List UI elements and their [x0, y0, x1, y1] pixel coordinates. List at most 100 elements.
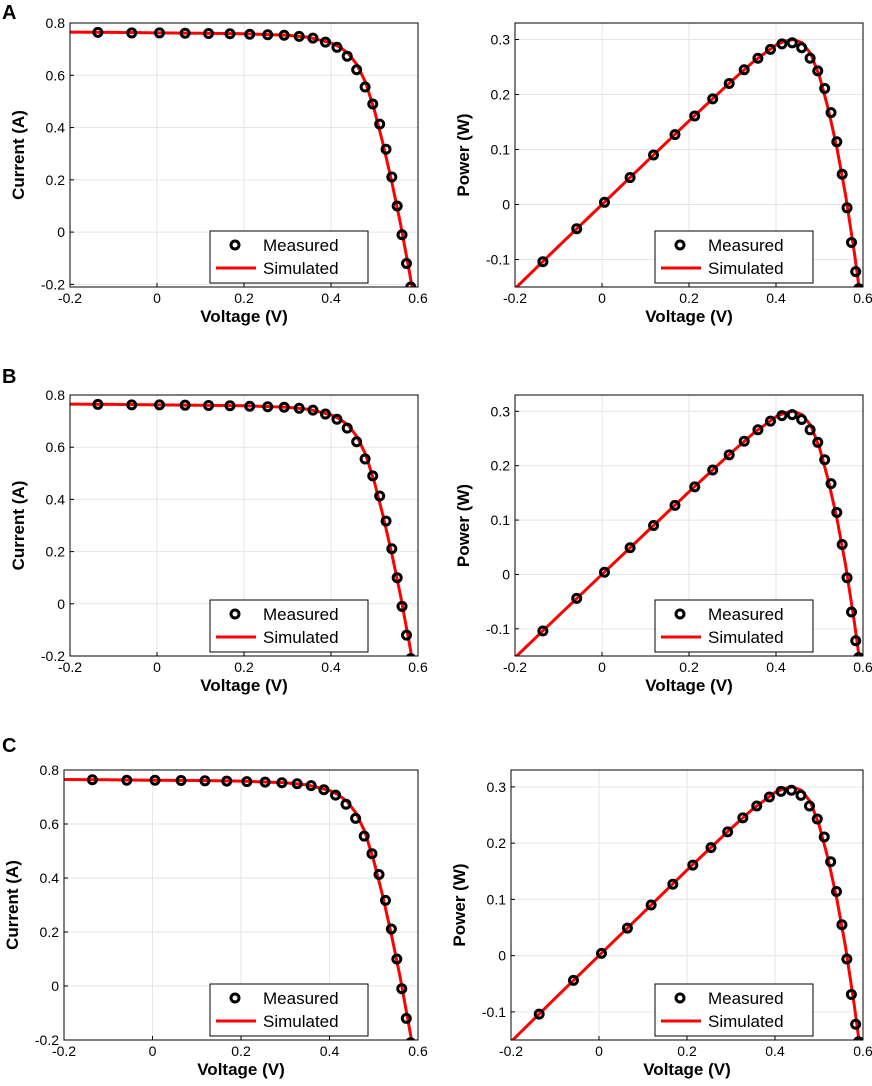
- chart-b-pv-measured-point-22: [846, 606, 858, 618]
- chart-a-pv-legend: Measured Simulated: [654, 230, 814, 284]
- chart-b-pv-measured-point-10: [752, 424, 764, 436]
- chart-c-pv-measured-point-20: [836, 919, 848, 931]
- chart-b-iv-measured-point-23: [405, 653, 416, 656]
- chart-b-iv-measured-point-19: [386, 543, 398, 555]
- chart-c-pv-measured-point-2: [596, 947, 608, 959]
- chart-c-pv: -0.2 0 0.2 0.4 0.6 -0.1 0 0.1 0.2 0.3 Voltage (V) P…: [450, 769, 872, 1079]
- chart-c-pv-measured-point-16: [811, 813, 823, 825]
- chart-c-iv-xtick-label-3: 0.4: [320, 1043, 340, 1059]
- chart-c-iv-legend-simulated-label: Simulated: [263, 1012, 339, 1031]
- chart-c-pv-legend-measured-label: Measured: [708, 989, 784, 1008]
- chart-a-pv-measured-point-15: [804, 52, 816, 64]
- chart-b-pv-xtick-label-3: 0.4: [766, 659, 786, 675]
- chart-b-pv-measured-point-16: [812, 436, 824, 448]
- chart-c-pv-measured-point-12: [775, 785, 787, 797]
- chart-a-iv-ytick-label-2: 0.2: [46, 172, 66, 188]
- chart-c-pv-measured-point-6: [687, 859, 699, 871]
- chart-a-iv-measured-point-14: [351, 64, 363, 76]
- chart-b-pv-measured-point-5: [669, 499, 681, 511]
- chart-a-iv-measured-point-21: [396, 229, 408, 241]
- chart-a-iv-legend: Measured Simulated: [209, 230, 369, 284]
- chart-b-iv: -0.2 0 0.2 0.4 0.6 -0.2 0 0.2 0.4 0.6 0.8 Voltage (…: [9, 387, 428, 695]
- chart-b-iv-measured-point-10: [307, 404, 319, 416]
- chart-b-pv-measured-point-18: [825, 478, 837, 490]
- chart-c-iv-measured-point-20: [391, 953, 403, 965]
- chart-a-pv-measured-point-18: [825, 107, 837, 119]
- chart-b-pv-xtick-label-0: -0.2: [503, 659, 527, 675]
- chart-c-pv-measured-point-11: [763, 791, 775, 803]
- chart-b-iv-measured-point-17: [374, 490, 386, 502]
- chart-b-pv-xlabel: Voltage (V): [645, 676, 733, 695]
- chart-b-pv-legend-measured-label: Measured: [708, 605, 784, 624]
- chart-a-iv-ytick-label-4: 0.6: [46, 67, 66, 83]
- chart-a-iv-measured-point-2: [153, 27, 165, 39]
- chart-a-pv-measured-point-20: [836, 168, 848, 180]
- chart-b-iv-xlabel: Voltage (V): [200, 676, 288, 695]
- chart-b-pv-xtick-label-2: 0.2: [679, 659, 699, 675]
- chart-b-iv-ytick-label-0: -0.2: [41, 648, 65, 664]
- chart-c-iv-measured-point-0: [86, 774, 98, 786]
- chart-b-pv-measured-point-21: [841, 572, 853, 584]
- chart-b-pv-measured-point-12: [776, 410, 788, 422]
- chart-a-pv-measured-point-24: [853, 283, 863, 287]
- chart-c-iv-measured-point-7: [259, 776, 271, 788]
- chart-b-iv-simulated-line: [70, 402, 414, 656]
- chart-b-iv-frame: [69, 394, 419, 657]
- chart-c-iv-legend-measured-label: Measured: [263, 989, 339, 1008]
- chart-a-pv-measured-point-8: [723, 78, 735, 89]
- chart-c-pv-measured-point-19: [831, 886, 843, 897]
- chart-a-pv-measured-point-12: [776, 38, 788, 50]
- chart-b-iv-measured-point-21: [396, 600, 408, 612]
- chart-a-pv-xtick-label-3: 0.4: [766, 290, 786, 306]
- chart-a-pv-legend-simulated-label: Simulated: [708, 259, 784, 278]
- chart-a-iv-frame: [69, 22, 419, 288]
- chart-c-iv-measured-point-1: [121, 774, 133, 786]
- chart-a-iv-ytick-label-3: 0.4: [46, 120, 66, 136]
- chart-c-pv-measured-point-7: [705, 842, 717, 854]
- chart-a-pv-measured-point-13: [786, 37, 798, 49]
- chart-b-pv-measured-point-14: [796, 413, 808, 425]
- chart-b-pv-measured-point-8: [723, 449, 735, 461]
- chart-c-iv-measured-point-10: [305, 780, 317, 792]
- chart-c-pv-measured-point-21: [841, 953, 853, 965]
- chart-b-pv-measured-point-9: [738, 435, 750, 447]
- chart-a-pv-measured-point-10: [752, 52, 764, 64]
- chart-b-iv-measured-point-14: [351, 436, 363, 448]
- chart-c-pv-measured-point-4: [645, 899, 657, 911]
- chart-b-pv-measured-point-23: [850, 635, 862, 647]
- chart-a-iv-measured-point-18: [380, 143, 392, 155]
- chart-b-iv-measured-point-12: [331, 413, 343, 425]
- chart-c-iv-measured-point-2: [149, 774, 161, 786]
- chart-b-iv-measured-point-6: [244, 400, 256, 412]
- chart-b-pv-measured-point-3: [624, 542, 636, 554]
- chart-a-pv-xlabel: Voltage (V): [645, 307, 733, 326]
- chart-b-pv-measured-point-7: [707, 464, 719, 476]
- chart-a-iv-measured-point-17: [374, 118, 386, 130]
- chart-c-iv-measured-point-5: [221, 775, 233, 787]
- chart-a-pv-data: [515, 37, 863, 287]
- chart-b-pv-ytick-label-4: 0.3: [491, 403, 511, 419]
- chart-c-iv-measured-point-21: [396, 983, 408, 995]
- chart-b-pv-measured-point-13: [786, 409, 798, 421]
- chart-a-iv-measured-point-12: [331, 41, 343, 53]
- chart-a-iv-ytick-label-0: -0.2: [41, 276, 65, 292]
- chart-c-iv-measured-point-8: [276, 777, 288, 789]
- chart-c-pv-xlabel: Voltage (V): [643, 1060, 731, 1079]
- chart-b-iv-data: [70, 398, 416, 656]
- chart-a-iv-measured-point-0: [92, 26, 104, 38]
- chart-a-iv-legend-simulated-label: Simulated: [263, 259, 339, 278]
- chart-c-iv-legend: Measured Simulated: [209, 983, 369, 1037]
- chart-b-iv-ytick-label-1: 0: [57, 596, 65, 612]
- chart-b-iv-measured-point-22: [401, 629, 413, 641]
- chart-a-iv-simulated-line: [70, 30, 414, 287]
- chart-c-iv-data: [64, 774, 416, 1040]
- chart-a-pv-xtick-label-1: 0: [598, 290, 606, 306]
- chart-b-pv-measured-point-24: [853, 652, 863, 656]
- chart-c-iv-measured-point-23: [405, 1037, 416, 1040]
- chart-b-iv-measured-point-18: [380, 515, 392, 527]
- chart-c-iv-measured-point-14: [350, 812, 362, 824]
- chart-c-pv-measured-point-3: [621, 922, 633, 934]
- chart-a-pv-measured-point-6: [689, 110, 701, 122]
- chart-a-iv-xtick-label-2: 0.2: [234, 290, 254, 306]
- chart-a-pv-xtick-label-0: -0.2: [503, 290, 527, 306]
